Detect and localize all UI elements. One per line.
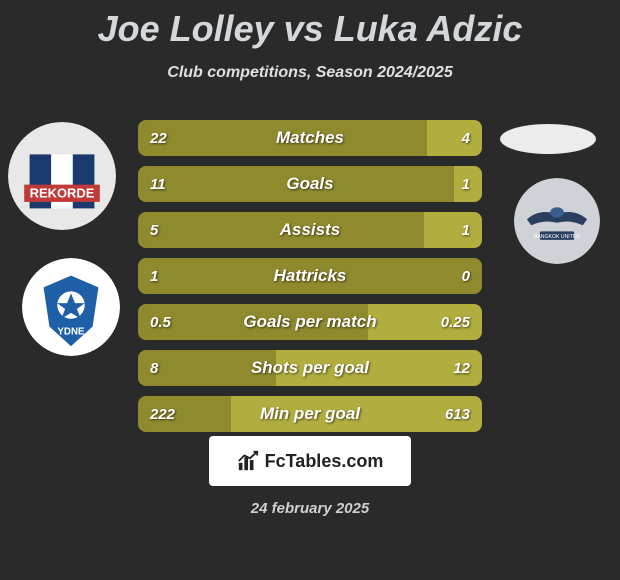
stat-row: 0.50.25Goals per match: [138, 304, 482, 340]
stat-bar-left: [138, 304, 368, 340]
stat-bar-left: [138, 258, 482, 294]
stat-bar-right: [424, 212, 482, 248]
fctables-logo[interactable]: FcTables.com: [209, 436, 411, 486]
stat-value-right: 4: [462, 130, 470, 147]
stat-value-left: 22: [150, 130, 167, 147]
fctables-text: FcTables.com: [265, 451, 384, 472]
stat-bar-left: [138, 212, 424, 248]
stat-bar-left: [138, 350, 276, 386]
decorative-ellipse: [500, 124, 596, 154]
stat-value-left: 222: [150, 406, 175, 423]
svg-text:BANGKOK UNITED: BANGKOK UNITED: [534, 234, 580, 240]
stat-value-right: 0: [462, 268, 470, 285]
stat-value-right: 613: [445, 406, 470, 423]
stats-container: 224Matches111Goals51Assists10Hattricks0.…: [138, 120, 482, 442]
stat-value-left: 1: [150, 268, 158, 285]
stat-value-right: 1: [462, 222, 470, 239]
stat-bar-left: [138, 166, 454, 202]
stat-row: 812Shots per goal: [138, 350, 482, 386]
stat-row: 111Goals: [138, 166, 482, 202]
club-right-badge: BANGKOK UNITED: [514, 178, 600, 264]
page-title: Joe Lolley vs Luka Adzic: [0, 0, 620, 50]
player-left-badge: REKORDE: [8, 122, 116, 230]
stat-value-left: 8: [150, 360, 158, 377]
stat-row: 224Matches: [138, 120, 482, 156]
stat-row: 222613Min per goal: [138, 396, 482, 432]
date-text: 24 february 2025: [0, 500, 620, 517]
stat-bar-right: [276, 350, 482, 386]
stat-bar-left: [138, 120, 427, 156]
stat-value-right: 1: [462, 176, 470, 193]
stat-value-right: 0.25: [441, 314, 470, 331]
stat-bar-right: [427, 120, 482, 156]
chart-icon: [237, 450, 259, 472]
stat-value-left: 5: [150, 222, 158, 239]
subtitle: Club competitions, Season 2024/2025: [0, 64, 620, 82]
club-left-badge: YDNE: [22, 258, 120, 356]
stat-value-right: 12: [453, 360, 470, 377]
svg-text:YDNE: YDNE: [57, 326, 85, 337]
svg-text:REKORDE: REKORDE: [30, 186, 95, 201]
stat-value-left: 11: [150, 176, 166, 193]
stat-row: 51Assists: [138, 212, 482, 248]
stat-row: 10Hattricks: [138, 258, 482, 294]
stat-value-left: 0.5: [150, 314, 171, 331]
